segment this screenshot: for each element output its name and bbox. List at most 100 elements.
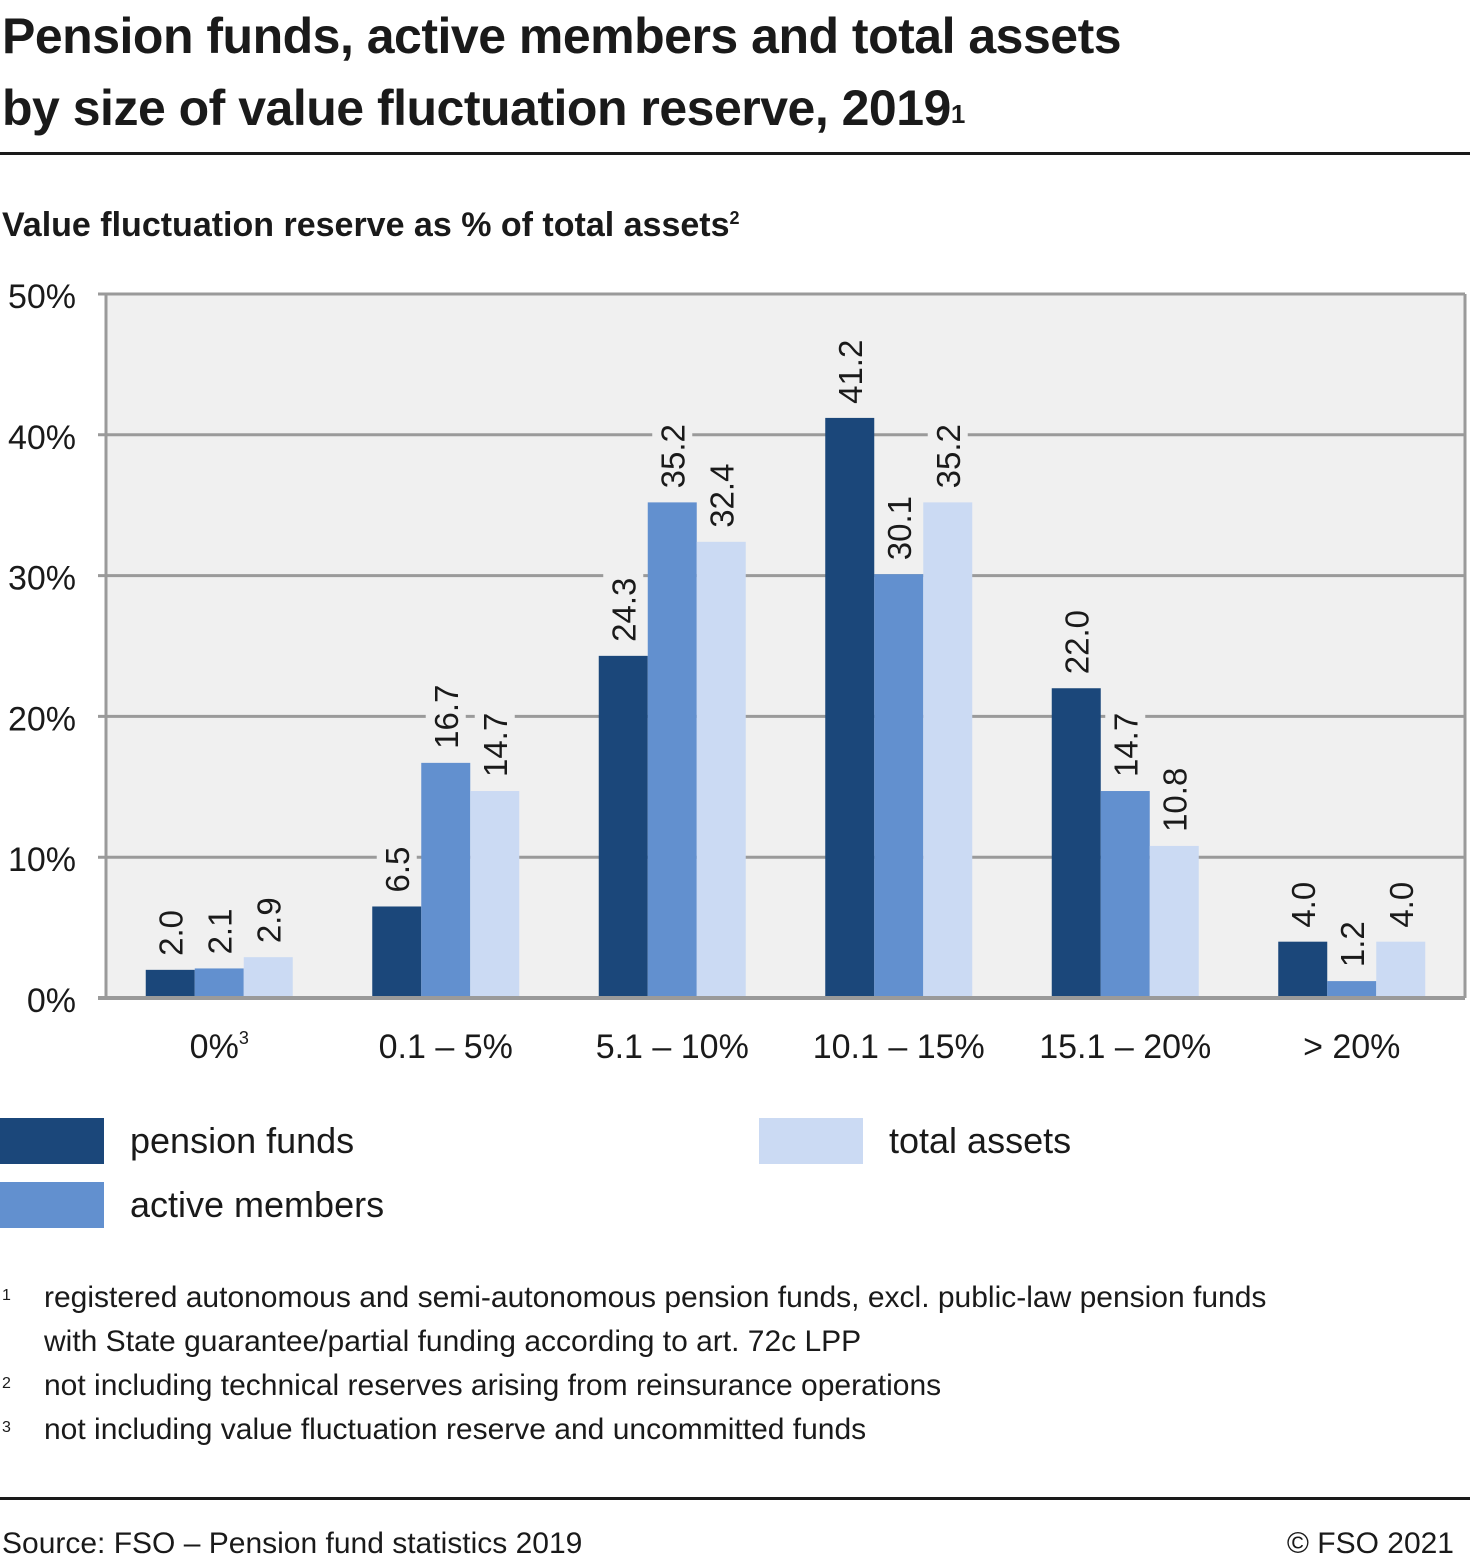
bar-active-members	[874, 574, 924, 998]
data-label-mask	[1056, 602, 1097, 679]
title-line-1: Pension funds, active members and total …	[2, 8, 1122, 64]
data-label-mask	[1380, 872, 1421, 932]
bar-active-members	[194, 968, 244, 998]
data-label: 1.2	[1334, 921, 1371, 967]
data-label: 4.0	[1383, 882, 1420, 928]
data-label: 6.5	[379, 847, 416, 893]
title-footnote-ref: 1	[950, 99, 965, 129]
legend-swatch-active-members	[0, 1182, 104, 1228]
chart-subtitle: Value fluctuation reserve as % of total …	[2, 206, 740, 245]
data-label: 14.7	[477, 713, 514, 777]
bar-total-assets	[1149, 845, 1199, 998]
data-label: 2.0	[152, 910, 189, 956]
source-text: Source: FSO – Pension fund statistics 20…	[2, 1527, 583, 1560]
data-label: 2.9	[250, 897, 287, 943]
footnote-number: 1	[2, 1287, 11, 1304]
x-tick-label: 0%3	[190, 1028, 249, 1066]
footnote-3: 3 not including value fluctuation reserv…	[0, 1408, 1470, 1452]
bar-active-members	[1100, 791, 1150, 998]
bar-active-members	[647, 502, 697, 998]
top-divider	[0, 152, 1470, 155]
x-tick-label: 15.1 – 20%	[1039, 1028, 1211, 1066]
footnote-text: registered autonomous and semi-autonomou…	[44, 1281, 1267, 1314]
data-label-mask	[248, 888, 289, 948]
y-tick-label: 40%	[8, 419, 76, 457]
bottom-divider	[0, 1497, 1470, 1500]
footnote-text: not including technical reserves arising…	[44, 1369, 942, 1402]
data-label: 2.1	[201, 909, 238, 955]
data-label: 35.2	[930, 424, 967, 488]
x-tick-label: > 20%	[1303, 1028, 1400, 1066]
data-label-mask	[603, 569, 644, 646]
legend-label: total assets	[889, 1120, 1072, 1161]
category-footnote-ref: 3	[239, 1028, 249, 1048]
data-label-mask	[701, 455, 742, 532]
y-tick-label: 0%	[27, 982, 76, 1020]
x-tick-label: 10.1 – 15%	[813, 1028, 985, 1066]
data-label: 41.2	[832, 340, 869, 404]
bar-total-assets	[243, 957, 293, 998]
data-label-mask	[829, 331, 870, 408]
data-label-mask	[199, 899, 240, 959]
data-label-mask	[1331, 912, 1372, 972]
bar-pension-funds	[825, 417, 875, 998]
footnote-2: 2 not including technical reserves arisi…	[0, 1364, 1470, 1408]
x-tick-label: 5.1 – 10%	[596, 1028, 749, 1066]
data-label-mask	[474, 705, 515, 782]
bar-pension-funds	[598, 655, 648, 998]
data-label-mask	[1154, 759, 1195, 836]
data-label-mask	[1282, 872, 1323, 932]
bar-total-assets	[470, 791, 520, 998]
data-label-mask	[927, 416, 968, 493]
data-label: 32.4	[703, 464, 740, 528]
legend-swatch-pension-funds	[0, 1118, 104, 1164]
bar-pension-funds	[372, 906, 422, 998]
y-tick-label: 50%	[8, 278, 76, 316]
legend-swatch-total-assets	[759, 1118, 863, 1164]
y-tick-label: 30%	[8, 560, 76, 598]
legend-label: active members	[130, 1184, 385, 1225]
data-label-mask	[652, 416, 693, 493]
footnote-text: not including value fluctuation reserve …	[44, 1413, 867, 1446]
x-tick-label: 0.1 – 5%	[379, 1028, 513, 1066]
subtitle-text: Value fluctuation reserve as % of total …	[2, 206, 730, 244]
bar-active-members	[1327, 981, 1377, 998]
title-line-2: by size of value fluctuation reserve, 20…	[2, 80, 951, 136]
legend-label: pension funds	[130, 1120, 355, 1161]
subtitle-footnote-ref: 2	[729, 208, 740, 228]
y-tick-label: 10%	[8, 841, 76, 879]
data-label: 24.3	[605, 578, 642, 642]
data-label: 35.2	[654, 424, 691, 488]
bar-total-assets	[696, 541, 746, 998]
legend-item-pension-funds: pension funds	[0, 1118, 354, 1164]
bar-total-assets	[923, 502, 973, 998]
data-label-mask	[425, 676, 466, 753]
data-label-mask	[376, 837, 417, 897]
legend-item-active-members: active members	[0, 1182, 384, 1228]
footnote-1: 1 registered autonomous and semi-autonom…	[0, 1276, 1470, 1364]
bar-pension-funds	[1278, 941, 1328, 998]
legend-item-total-assets: total assets	[759, 1118, 1071, 1164]
data-label: 16.7	[428, 685, 465, 749]
data-label-mask	[150, 900, 191, 960]
data-label-mask	[1105, 705, 1146, 782]
copyright-text: © FSO 2021	[1286, 1527, 1454, 1560]
data-label: 30.1	[881, 496, 918, 560]
chart-title: Pension funds, active members and total …	[2, 0, 1122, 144]
data-label: 10.8	[1156, 768, 1193, 832]
bar-pension-funds	[145, 969, 195, 998]
footnote-text-continued: with State guarantee/partial funding acc…	[44, 1325, 862, 1358]
data-label: 14.7	[1107, 713, 1144, 777]
data-label: 22.0	[1058, 610, 1095, 674]
bar-chart: 0% 10% 20% 30% 40% 50% 2.0 2.1 2.9 6.5 16.7 14.7 24.…	[8, 278, 1467, 1066]
bar-pension-funds	[1051, 688, 1101, 998]
data-label-mask	[878, 488, 919, 565]
data-label: 4.0	[1285, 882, 1322, 928]
bar-active-members	[421, 762, 471, 998]
footnote-number: 3	[2, 1419, 11, 1436]
footnote-number: 2	[2, 1375, 11, 1392]
y-tick-label: 20%	[8, 700, 76, 738]
bar-total-assets	[1376, 941, 1426, 998]
plot-area	[106, 294, 1465, 998]
footnotes: 1 registered autonomous and semi-autonom…	[0, 1276, 1470, 1452]
